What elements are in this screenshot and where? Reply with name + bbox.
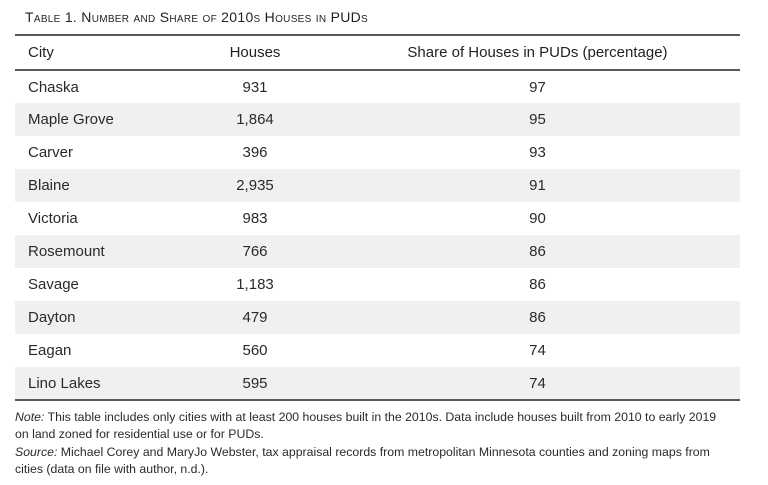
houses-cell: 1,183: [236, 276, 274, 293]
share-cell: 74: [529, 342, 546, 359]
city-cell: Dayton: [28, 309, 76, 326]
houses-cell: 560: [242, 342, 268, 359]
table-row: Dayton 479 86: [15, 301, 740, 334]
houses-cell: 983: [242, 210, 268, 227]
source-label: Source:: [15, 444, 58, 459]
table-row: Victoria 983 90: [15, 202, 740, 235]
table-row: Carver 396 93: [15, 136, 740, 169]
note-text: This table includes only cities with at …: [15, 410, 717, 441]
document-page: Table 1. Number and Share of 2010s House…: [0, 9, 768, 485]
table-row: Rosemount 766 86: [15, 235, 740, 268]
table-footnotes: Note: This table includes only cities wi…: [15, 409, 733, 478]
city-cell: Maple Grove: [28, 111, 114, 128]
puds-table: City Houses Share of Houses in PUDs (per…: [15, 34, 740, 401]
table-row: Maple Grove 1,864 95: [15, 103, 740, 136]
table-caption: Table 1. Number and Share of 2010s House…: [25, 9, 369, 25]
table-row: Eagan 560 74: [15, 334, 740, 367]
city-cell: Savage: [28, 276, 79, 293]
share-cell: 97: [529, 78, 546, 96]
houses-cell: 1,864: [236, 111, 274, 128]
city-cell: Blaine: [28, 177, 70, 194]
city-cell: Rosemount: [28, 243, 105, 260]
share-cell: 91: [529, 177, 546, 194]
houses-cell: 931: [242, 78, 268, 96]
header-row: City Houses Share of Houses in PUDs (per…: [15, 35, 740, 70]
share-cell: 93: [529, 144, 546, 161]
houses-cell: 595: [242, 374, 268, 392]
houses-cell: 2,935: [236, 177, 274, 194]
share-cell: 86: [529, 276, 546, 293]
source-line: Source: Michael Corey and MaryJo Webster…: [15, 444, 733, 478]
table-row: Chaska 931 97: [15, 70, 740, 103]
note-label: Note:: [15, 410, 45, 424]
table-row: Lino Lakes 595 74: [15, 367, 740, 400]
share-cell: 95: [529, 111, 546, 128]
column-header-houses: Houses: [229, 44, 281, 61]
city-cell: Victoria: [28, 210, 78, 227]
city-cell: Chaska: [28, 78, 79, 96]
houses-cell: 479: [242, 309, 268, 326]
note-line: Note: This table includes only cities wi…: [15, 409, 733, 443]
share-cell: 86: [529, 309, 546, 326]
city-cell: Lino Lakes: [28, 374, 101, 392]
city-cell: Eagan: [28, 342, 72, 359]
column-header-city: City: [28, 44, 54, 61]
share-cell: 90: [529, 210, 546, 227]
share-cell: 74: [529, 374, 546, 392]
source-text: Michael Corey and MaryJo Webster, tax ap…: [15, 444, 710, 476]
share-cell: 86: [529, 243, 546, 260]
table-row: Savage 1,183 86: [15, 268, 740, 301]
table-row: Blaine 2,935 91: [15, 169, 740, 202]
houses-cell: 396: [242, 144, 268, 161]
houses-cell: 766: [242, 243, 268, 260]
city-cell: Carver: [28, 144, 74, 161]
column-header-share: Share of Houses in PUDs (percentage): [407, 44, 668, 61]
